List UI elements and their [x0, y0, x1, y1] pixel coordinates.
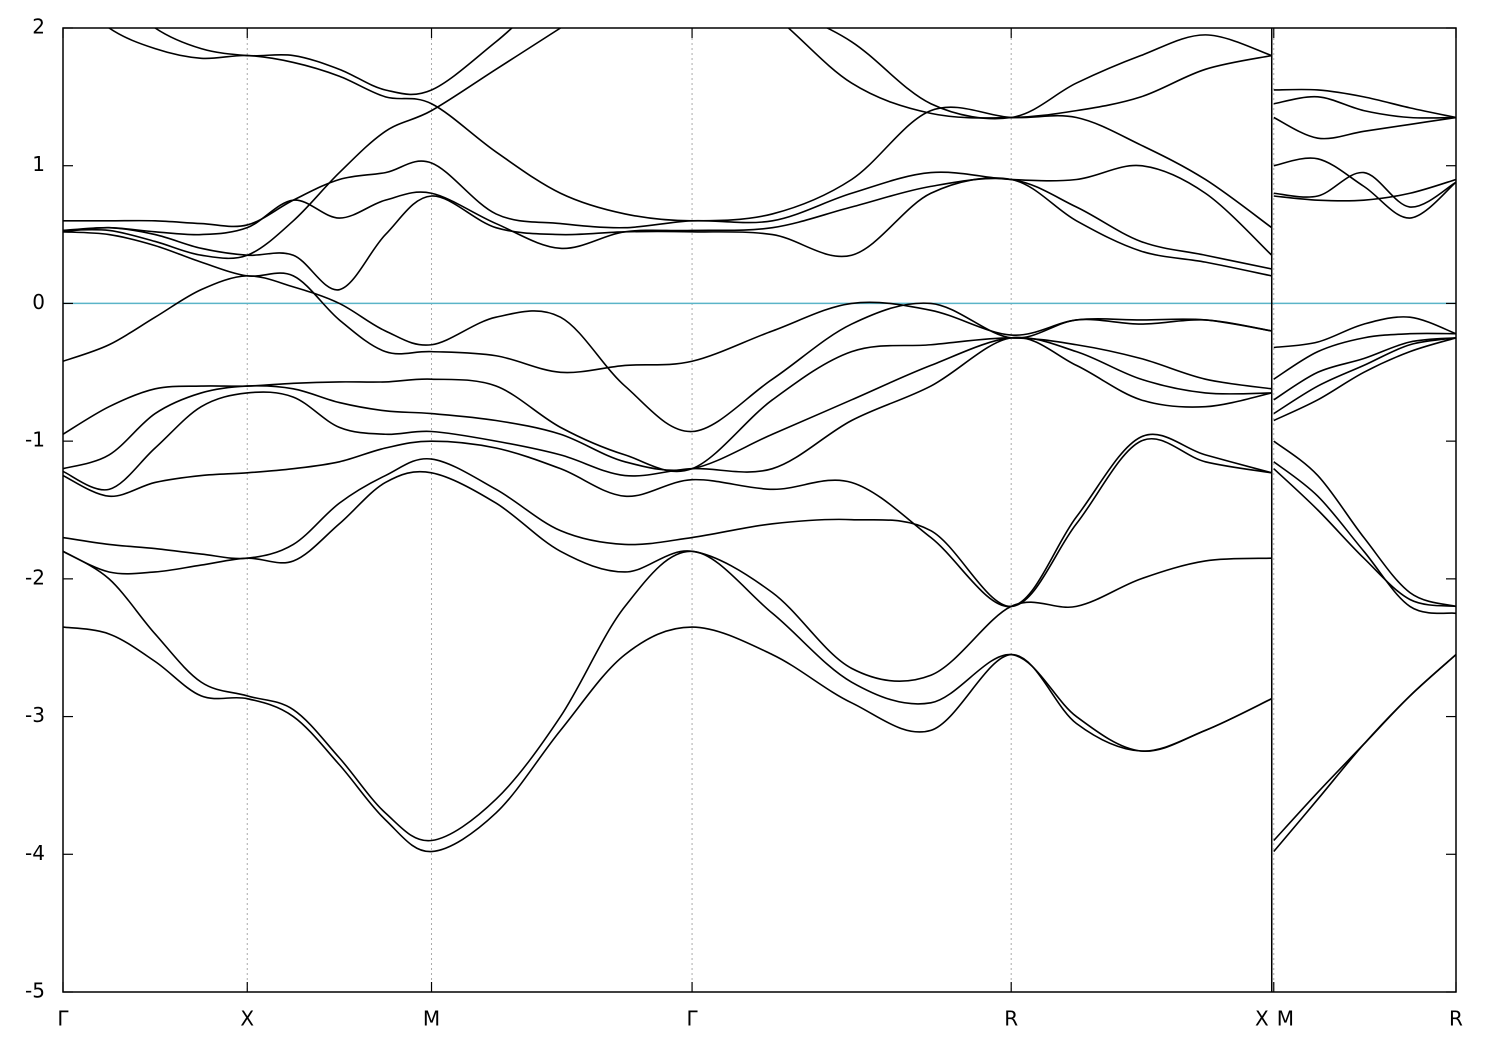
- plot-frame: [62, 27, 1457, 993]
- band: [63, 550, 1456, 842]
- y-tick-label: 2: [32, 15, 45, 39]
- band: [63, 231, 1456, 374]
- band: [63, 433, 1456, 608]
- x-tick-label: Γ: [57, 1007, 69, 1031]
- band: [153, 28, 1456, 120]
- y-tick-label: -2: [25, 565, 45, 589]
- x-tick-label: R: [1449, 1007, 1463, 1031]
- band: [63, 468, 1456, 683]
- band: [63, 177, 1456, 291]
- y-tick-label: -3: [25, 703, 45, 727]
- band: [63, 438, 1456, 615]
- x-tick-label: X: [1255, 1007, 1269, 1031]
- band: [63, 336, 1456, 491]
- bands: [63, 28, 1456, 853]
- x-tick-label: Γ: [686, 1007, 698, 1031]
- band: [63, 28, 1456, 260]
- band: [63, 337, 1456, 473]
- y-tick-label: 0: [32, 290, 45, 314]
- y-tick-label: -4: [25, 841, 45, 865]
- x-tick-label: M: [423, 1007, 440, 1031]
- x-tick-label: M: [1277, 1007, 1294, 1031]
- band: [63, 336, 1456, 472]
- band: [63, 171, 1456, 270]
- y-tick-label: 1: [32, 152, 45, 176]
- y-tick-label: -1: [25, 428, 45, 452]
- band: [63, 157, 1456, 256]
- x-tick-label: R: [1004, 1007, 1018, 1031]
- x-tick-label: X: [240, 1007, 254, 1031]
- band: [107, 28, 1456, 229]
- y-tick-label: -5: [25, 979, 45, 1003]
